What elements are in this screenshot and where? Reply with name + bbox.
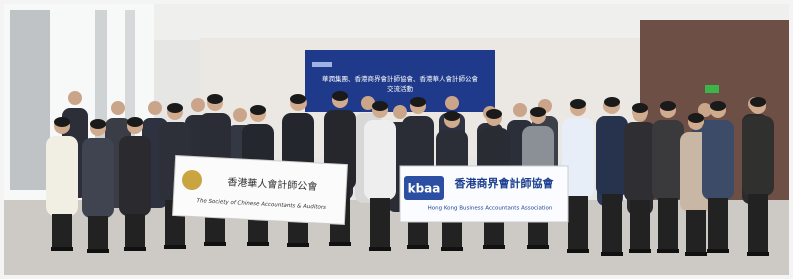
person-head [148, 101, 162, 115]
person-shoes [483, 245, 505, 249]
person-legs [88, 216, 108, 252]
person-hair [530, 107, 546, 117]
person-hair [632, 103, 648, 113]
person-shoes [567, 249, 589, 253]
person-body [46, 136, 78, 216]
person-hair [410, 97, 426, 107]
person-legs [686, 210, 706, 255]
pillar [10, 10, 50, 190]
banner-chinese: 香港商界會計師協會 [454, 176, 555, 190]
person-hair [486, 109, 502, 119]
screen-logo [312, 62, 332, 67]
person-hair [604, 97, 620, 107]
person-shoes [527, 245, 549, 249]
screen-title: 華潤集團、香港商界會計師協會、香港華人會計師公會 [322, 74, 479, 83]
person-hair [570, 99, 586, 109]
person-shoes [124, 247, 146, 251]
banner: kbaa 香港商界會計師協會 Hong Kong Business Accoun… [400, 166, 568, 222]
person-hair [710, 101, 726, 111]
person-legs [370, 198, 390, 250]
person-hair [660, 101, 676, 111]
person-body [596, 116, 628, 196]
person-legs [658, 198, 678, 252]
person-shoes [87, 249, 109, 253]
person-body [624, 122, 656, 202]
person-shoes [707, 249, 729, 253]
banner: 香港華人會計師公會 The Society of Chinese Account… [173, 156, 348, 225]
person-head [191, 98, 205, 112]
person-body [702, 120, 734, 200]
photo: 華潤集團、香港商界會計師協會、香港華人會計師公會 交流活動 香港華人會計師公會 … [0, 0, 793, 279]
person-head [111, 101, 125, 115]
banner-english: Hong Kong Business Accountants Associati… [428, 206, 553, 212]
person-body [742, 116, 774, 196]
person-shoes [601, 252, 623, 256]
person-shoes [657, 249, 679, 253]
person-shoes [51, 247, 73, 251]
person-legs [602, 194, 622, 255]
person-shoes [685, 252, 707, 256]
person-hair [332, 91, 348, 101]
person-shoes [747, 252, 769, 256]
person-legs [748, 194, 768, 255]
crest [182, 170, 202, 190]
person-shoes [407, 245, 429, 249]
person-legs [568, 196, 588, 252]
person-head [68, 91, 82, 105]
person-head [445, 96, 459, 110]
person-body [82, 138, 114, 218]
person-legs [125, 214, 145, 250]
person-hair [167, 103, 183, 113]
person-shoes [247, 242, 269, 246]
person-hair [444, 111, 460, 121]
person-shoes [204, 242, 226, 246]
person-legs [630, 200, 650, 252]
person-shoes [441, 247, 463, 251]
page: 華潤集團、香港商界會計師協會、香港華人會計師公會 交流活動 香港華人會計師公會 … [0, 0, 793, 279]
banner-cloth [173, 156, 348, 225]
person-shoes [329, 242, 351, 246]
person-shoes [164, 245, 186, 249]
person-hair [127, 117, 143, 127]
person-head [513, 103, 527, 117]
person-hair [207, 94, 223, 104]
person-head [233, 108, 247, 122]
person-hair [290, 94, 306, 104]
person-hair [688, 113, 704, 123]
person-shoes [287, 243, 309, 247]
exit-sign [705, 85, 719, 93]
person-body [364, 120, 396, 200]
screen-subtitle: 交流活動 [387, 84, 414, 93]
banner-logo: kbaa [408, 182, 441, 196]
person-head [393, 105, 407, 119]
person-body [119, 136, 151, 216]
person-hair [750, 97, 766, 107]
person-hair [90, 119, 106, 129]
person-legs [708, 198, 728, 252]
person-legs [52, 214, 72, 250]
person-shoes [369, 247, 391, 251]
person-shoes [629, 249, 651, 253]
person-body [652, 120, 684, 200]
person-hair [372, 101, 388, 111]
person-hair [54, 117, 70, 127]
person-hair [250, 105, 266, 115]
